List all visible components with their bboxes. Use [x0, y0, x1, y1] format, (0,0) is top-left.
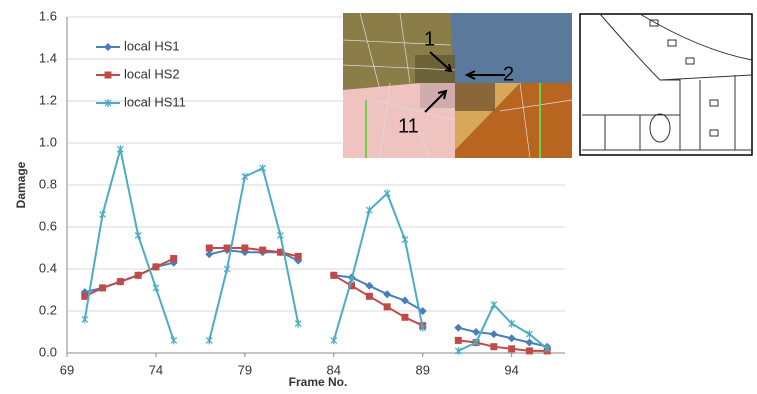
marker — [490, 343, 497, 350]
marker — [206, 245, 213, 252]
marker — [81, 293, 88, 300]
marker — [259, 247, 266, 254]
annotation: 11 — [398, 115, 419, 137]
marker — [206, 336, 212, 344]
y-tick-label: 1.4 — [39, 50, 57, 65]
marker — [490, 330, 498, 338]
x-tick-label: 89 — [415, 362, 429, 377]
marker — [105, 72, 112, 79]
marker — [241, 245, 248, 252]
marker — [152, 263, 159, 270]
chart: Damage Frame No. 0.00.20.40.60.81.01.21.… — [0, 0, 757, 394]
marker — [383, 290, 391, 298]
legend-label: local HS2 — [124, 66, 180, 81]
legend: local HS1 local HS2 local HS11 — [96, 38, 186, 109]
marker — [525, 339, 533, 347]
x-tick-label: 94 — [504, 362, 518, 377]
annotation: 1 — [424, 28, 435, 50]
mesh-inset: 1 2 11 — [343, 13, 572, 158]
y-tick-label: 0.6 — [39, 218, 57, 233]
marker — [455, 337, 462, 344]
y-tick-label: 0.0 — [39, 344, 57, 359]
marker — [526, 330, 532, 338]
marker — [526, 347, 533, 354]
x-tick-label: 69 — [60, 362, 74, 377]
marker — [331, 336, 337, 344]
marker — [330, 272, 337, 279]
marker — [384, 303, 391, 310]
marker — [224, 245, 231, 252]
marker — [349, 276, 355, 284]
y-axis-title: Damage — [14, 161, 28, 208]
marker — [401, 314, 408, 321]
marker — [295, 320, 301, 328]
marker — [100, 210, 106, 218]
marker — [402, 236, 408, 244]
marker — [366, 293, 373, 300]
marker — [384, 189, 390, 197]
marker — [153, 284, 159, 292]
y-tick-label: 1.0 — [39, 134, 57, 149]
inset-mesh — [420, 83, 455, 108]
marker — [365, 282, 373, 290]
marker — [491, 301, 497, 309]
marker — [99, 284, 106, 291]
structure-inset — [580, 14, 752, 155]
x-tick-label: 84 — [327, 362, 341, 377]
y-tick-label: 1.6 — [39, 8, 57, 23]
marker — [104, 43, 112, 51]
marker — [170, 255, 177, 262]
marker — [117, 145, 123, 153]
marker — [366, 206, 372, 214]
legend-label: local HS1 — [124, 38, 180, 53]
marker — [117, 278, 124, 285]
y-tick-label: 0.2 — [39, 302, 57, 317]
marker — [135, 231, 141, 239]
legend-label: local HS11 — [124, 94, 186, 109]
marker — [508, 345, 515, 352]
marker — [82, 315, 88, 323]
inset-mesh — [455, 83, 495, 111]
marker — [508, 334, 516, 342]
marker — [171, 336, 177, 344]
marker — [454, 324, 462, 332]
series-line — [85, 149, 547, 351]
marker — [509, 320, 515, 328]
y-tick-label: 0.8 — [39, 176, 57, 191]
y-tick-label: 1.2 — [39, 92, 57, 107]
page: {"chart_data": {"type": "line", "x_label… — [0, 0, 757, 394]
y-tick-label: 0.4 — [39, 260, 57, 275]
x-tick-label: 79 — [238, 362, 252, 377]
marker — [277, 231, 283, 239]
marker — [295, 253, 302, 260]
annotation: 2 — [503, 63, 514, 85]
marker — [135, 272, 142, 279]
x-tick-label: 74 — [149, 362, 163, 377]
inset-frame — [580, 14, 752, 155]
